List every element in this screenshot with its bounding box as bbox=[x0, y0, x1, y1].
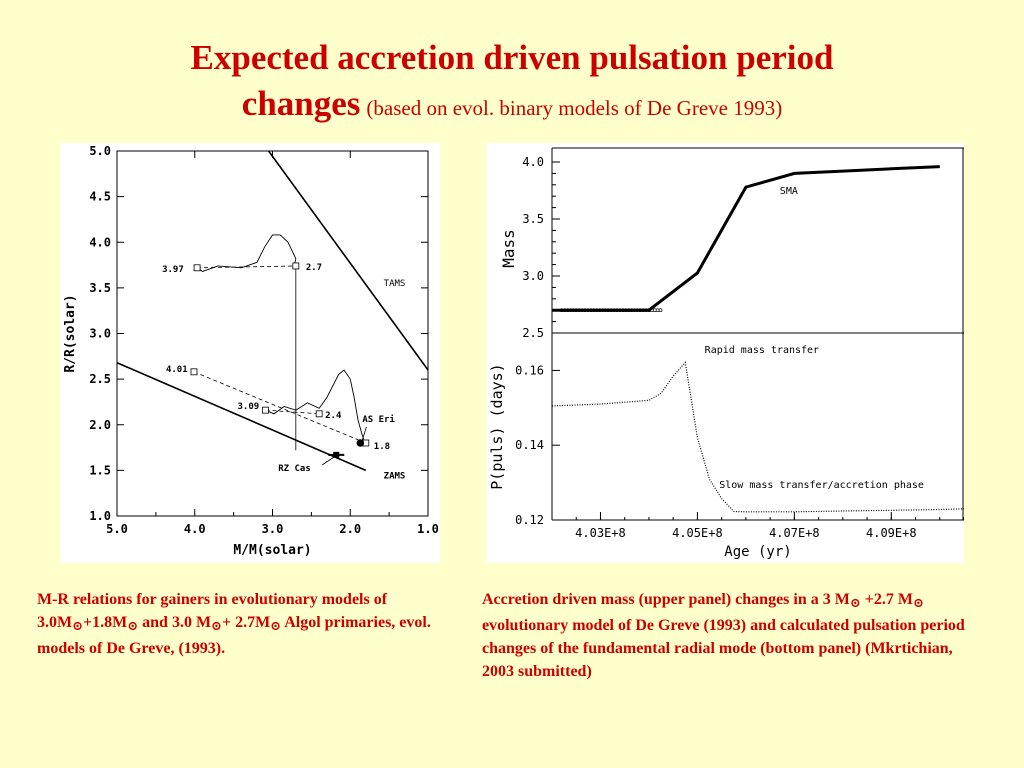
model-point bbox=[193, 264, 201, 272]
age-x-tick-label: 4.07E+8 bbox=[769, 526, 820, 540]
period-y-tick-label: 0.14 bbox=[515, 438, 544, 452]
y-tick-label: 2.0 bbox=[89, 418, 111, 432]
tams-label: TAMS bbox=[384, 279, 406, 289]
x-tick-label: 2.0 bbox=[339, 522, 361, 536]
age-axis-label: Age (yr) bbox=[724, 544, 791, 560]
caption-text: evolutionary model of De Greve (1993) an… bbox=[482, 617, 965, 680]
mass-y-tick-label: 4.0 bbox=[522, 155, 544, 169]
y-tick-label: 4.5 bbox=[89, 190, 111, 204]
y-tick-label: 4.0 bbox=[89, 235, 111, 249]
star-label: RZ Cas bbox=[278, 464, 311, 474]
model-point bbox=[315, 410, 323, 418]
caption-text: +1.8M bbox=[83, 614, 128, 631]
zams-label: ZAMS bbox=[384, 472, 406, 482]
period-y-tick-label: 0.16 bbox=[515, 363, 544, 377]
y-axis-label: R/R(solar) bbox=[63, 294, 78, 372]
rz-cas-star bbox=[333, 451, 340, 458]
x-tick-label: 3.0 bbox=[262, 522, 284, 536]
y-tick-label: 3.5 bbox=[89, 281, 111, 295]
point-label: 2.7 bbox=[306, 263, 322, 273]
x-tick-label: 5.0 bbox=[106, 522, 128, 536]
age-x-tick-label: 4.09E+8 bbox=[866, 526, 917, 540]
point-label: 2.4 bbox=[325, 411, 342, 421]
caption-text: + 2.7M bbox=[221, 614, 271, 631]
y-tick-label: 3.0 bbox=[89, 327, 111, 341]
dashed-connector bbox=[265, 409, 320, 415]
caption-text: and 3.0 M bbox=[138, 614, 212, 631]
age-x-tick-label: 4.03E+8 bbox=[575, 526, 626, 540]
mass-point bbox=[652, 308, 657, 312]
x-tick-label: 4.0 bbox=[184, 522, 206, 536]
point-label: 3.09 bbox=[238, 402, 260, 412]
sun-symbol: ⊙ bbox=[849, 595, 861, 610]
zams-line bbox=[117, 361, 367, 472]
age-x-tick-label: 4.05E+8 bbox=[672, 526, 723, 540]
model-point bbox=[190, 368, 198, 376]
rapid-transfer-label: Rapid mass transfer bbox=[705, 345, 819, 356]
evolution-track-upper bbox=[196, 234, 297, 272]
title-reference: (based on evol. binary models of De Grev… bbox=[366, 96, 783, 120]
caption-text: Accretion driven mass (upper panel) chan… bbox=[482, 591, 850, 608]
tams-line bbox=[267, 151, 428, 371]
period-y-tick-label: 0.12 bbox=[515, 513, 544, 527]
y-tick-label: 5.0 bbox=[89, 144, 111, 158]
caption-text: +2.7 M bbox=[860, 591, 913, 608]
y-tick-label: 1.0 bbox=[89, 509, 111, 523]
left-caption: M-R relations for gainers in evolutionar… bbox=[37, 588, 467, 660]
star-label: AS Eri bbox=[362, 414, 395, 425]
star-pointer bbox=[361, 426, 367, 441]
mass-curve bbox=[552, 165, 940, 312]
mass-axis-label: Mass bbox=[499, 229, 518, 268]
mass-point bbox=[655, 308, 660, 312]
star-pointer bbox=[322, 456, 335, 466]
right-caption: Accretion driven mass (upper panel) chan… bbox=[482, 588, 982, 683]
title-changes: changes bbox=[241, 84, 361, 123]
point-label: 4.01 bbox=[166, 365, 188, 375]
caption-text: Algol primaries, evol. models of De Grev… bbox=[37, 614, 431, 657]
mass-period-chart: 2.5 3.0 3.5 4.0 0.12 0.14 0.16 4.03E+8 4.05E+8 4.… bbox=[488, 147, 965, 560]
sun-symbol: ⊙ bbox=[211, 618, 222, 633]
x-axis-label: M/M(solar) bbox=[233, 543, 311, 558]
period-axis-label: P(puls) (days) bbox=[488, 363, 506, 489]
dashed-connector bbox=[197, 265, 296, 269]
sun-symbol: ⊙ bbox=[270, 618, 282, 633]
y-tick-label: 2.5 bbox=[89, 372, 111, 386]
sun-symbol: ⊙ bbox=[72, 618, 84, 633]
sun-symbol: ⊙ bbox=[912, 595, 924, 610]
slide-subtitle: changes (based on evol. binary models of … bbox=[0, 84, 1024, 124]
sun-symbol: ⊙ bbox=[127, 618, 139, 633]
point-label: 1.8 bbox=[374, 442, 390, 452]
mass-radius-chart: 1.0 1.5 2.0 2.5 3.0 3.5 4.0 4.5 5.0 5.0 4.0 3.0 2.0 1… bbox=[63, 144, 439, 558]
mass-period-chart-panel: 2.5 3.0 3.5 4.0 0.12 0.14 0.16 4.03E+8 4.05E+8 4.… bbox=[486, 143, 965, 563]
point-label: 3.97 bbox=[162, 265, 184, 275]
slow-transfer-label: Slow mass transfer/accretion phase bbox=[719, 480, 924, 491]
mass-y-tick-label: 2.5 bbox=[522, 326, 544, 340]
model-point bbox=[292, 262, 300, 270]
evolution-track-lower bbox=[265, 369, 367, 444]
sma-label: SMA bbox=[780, 186, 798, 197]
mass-y-tick-label: 3.5 bbox=[522, 212, 544, 226]
dashed-connector bbox=[193, 371, 366, 444]
plot-area bbox=[117, 151, 428, 472]
mass-radius-chart-panel: 1.0 1.5 2.0 2.5 3.0 3.5 4.0 4.5 5.0 5.0 4.0 3.0 2.0 1… bbox=[60, 143, 440, 563]
mass-point bbox=[658, 308, 663, 312]
caption-text: M-R relations for gainers in evolutionar… bbox=[37, 591, 388, 631]
y-tick-label: 1.5 bbox=[89, 463, 111, 477]
slide-title: Expected accretion driven pulsation peri… bbox=[190, 38, 834, 77]
as-eri-star bbox=[356, 439, 365, 447]
plot-frame bbox=[116, 150, 429, 517]
x-tick-label: 1.0 bbox=[417, 522, 439, 536]
model-point bbox=[262, 406, 269, 414]
mass-y-tick-label: 3.0 bbox=[522, 269, 544, 283]
